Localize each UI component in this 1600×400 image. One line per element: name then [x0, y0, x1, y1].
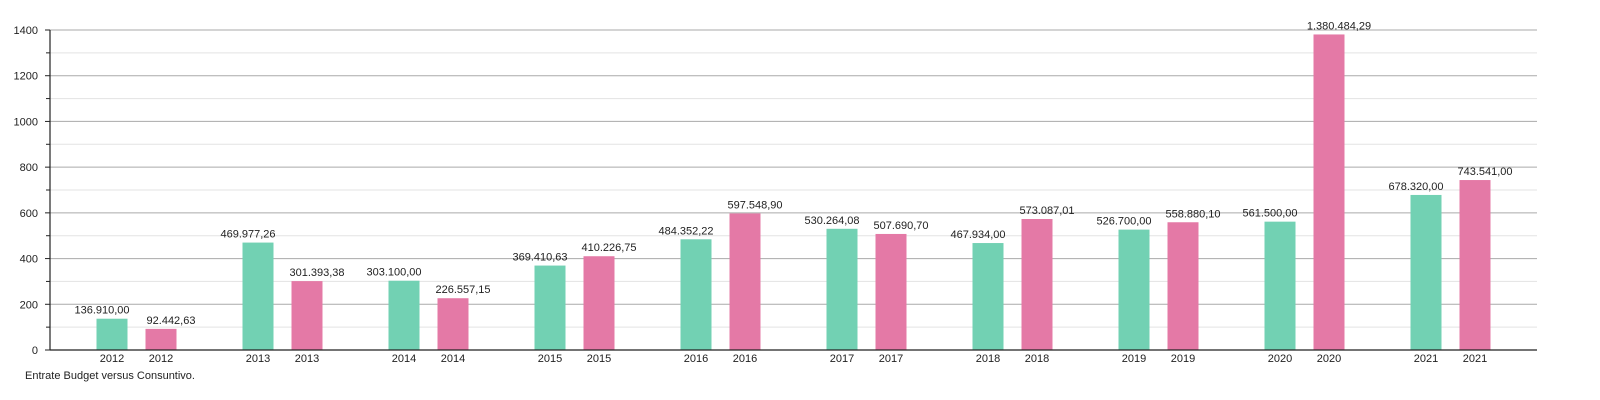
bar-budget	[242, 242, 274, 350]
bar-consuntivo	[145, 328, 177, 350]
data-label: 507.690,70	[873, 220, 928, 232]
bar-consuntivo	[875, 233, 907, 350]
data-label: 92.442,63	[147, 315, 196, 327]
x-tick-label: 2015	[538, 353, 562, 365]
bar-budget	[1410, 194, 1442, 350]
x-tick-label: 2012	[149, 353, 173, 365]
data-label: 558.880,10	[1165, 208, 1220, 220]
x-tick-label: 2020	[1317, 353, 1341, 365]
data-label: 530.264,08	[804, 215, 859, 227]
data-label: 484.352,22	[658, 225, 713, 237]
data-label: 597.548,90	[727, 199, 782, 211]
x-tick-label: 2019	[1171, 353, 1195, 365]
data-label: 136.910,00	[74, 305, 129, 317]
bar-consuntivo	[583, 256, 615, 350]
data-label: 303.100,00	[366, 267, 421, 279]
bar-budget	[96, 318, 128, 350]
y-tick-label: 1400	[14, 25, 38, 37]
y-tick-label: 800	[20, 162, 38, 174]
bar-budget	[680, 239, 712, 350]
bar-consuntivo	[729, 213, 761, 350]
x-tick-label: 2015	[587, 353, 611, 365]
x-tick-label: 2018	[976, 353, 1000, 365]
bar-consuntivo	[1459, 180, 1491, 350]
x-tick-label: 2017	[879, 353, 903, 365]
bar-consuntivo	[1021, 219, 1053, 350]
x-tick-label: 2014	[392, 353, 416, 365]
bar-consuntivo	[1313, 34, 1345, 351]
bar-budget	[826, 228, 858, 350]
y-tick-label: 400	[20, 254, 38, 266]
x-tick-label: 2018	[1025, 353, 1049, 365]
x-tick-label: 2020	[1268, 353, 1292, 365]
y-tick-label: 1200	[14, 71, 38, 83]
chart-caption: Entrate Budget versus Consuntivo.	[25, 370, 195, 382]
data-label: 369.410,63	[512, 252, 567, 264]
data-label: 1.380.484,29	[1307, 20, 1371, 32]
x-tick-label: 2016	[733, 353, 757, 365]
data-label: 678.320,00	[1388, 181, 1443, 193]
x-tick-label: 2021	[1414, 353, 1438, 365]
bar-budget	[1264, 221, 1296, 350]
data-label: 561.500,00	[1242, 208, 1297, 220]
data-label: 469.977,26	[220, 229, 275, 241]
x-tick-label: 2017	[830, 353, 854, 365]
x-tick-label: 2014	[441, 353, 465, 365]
data-label: 467.934,00	[950, 229, 1005, 241]
x-tick-label: 2019	[1122, 353, 1146, 365]
bar-budget	[534, 265, 566, 350]
bar-budget	[972, 243, 1004, 350]
bar-budget	[1118, 229, 1150, 350]
data-label: 301.393,38	[289, 267, 344, 279]
bar-budget	[388, 280, 420, 350]
x-tick-label: 2016	[684, 353, 708, 365]
data-label: 573.087,01	[1019, 205, 1074, 217]
x-tick-label: 2021	[1463, 353, 1487, 365]
y-tick-label: 1000	[14, 116, 38, 128]
bar-consuntivo	[1167, 222, 1199, 350]
data-label: 743.541,00	[1457, 166, 1512, 178]
data-label: 226.557,15	[435, 284, 490, 296]
x-tick-label: 2013	[295, 353, 319, 365]
y-tick-label: 0	[32, 345, 38, 357]
bar-consuntivo	[437, 298, 469, 350]
data-label: 526.700,00	[1096, 216, 1151, 228]
data-label: 410.226,75	[581, 242, 636, 254]
y-tick-label: 200	[20, 299, 38, 311]
x-tick-label: 2013	[246, 353, 270, 365]
bar-consuntivo	[291, 281, 323, 350]
y-tick-label: 600	[20, 208, 38, 220]
x-tick-label: 2012	[100, 353, 124, 365]
